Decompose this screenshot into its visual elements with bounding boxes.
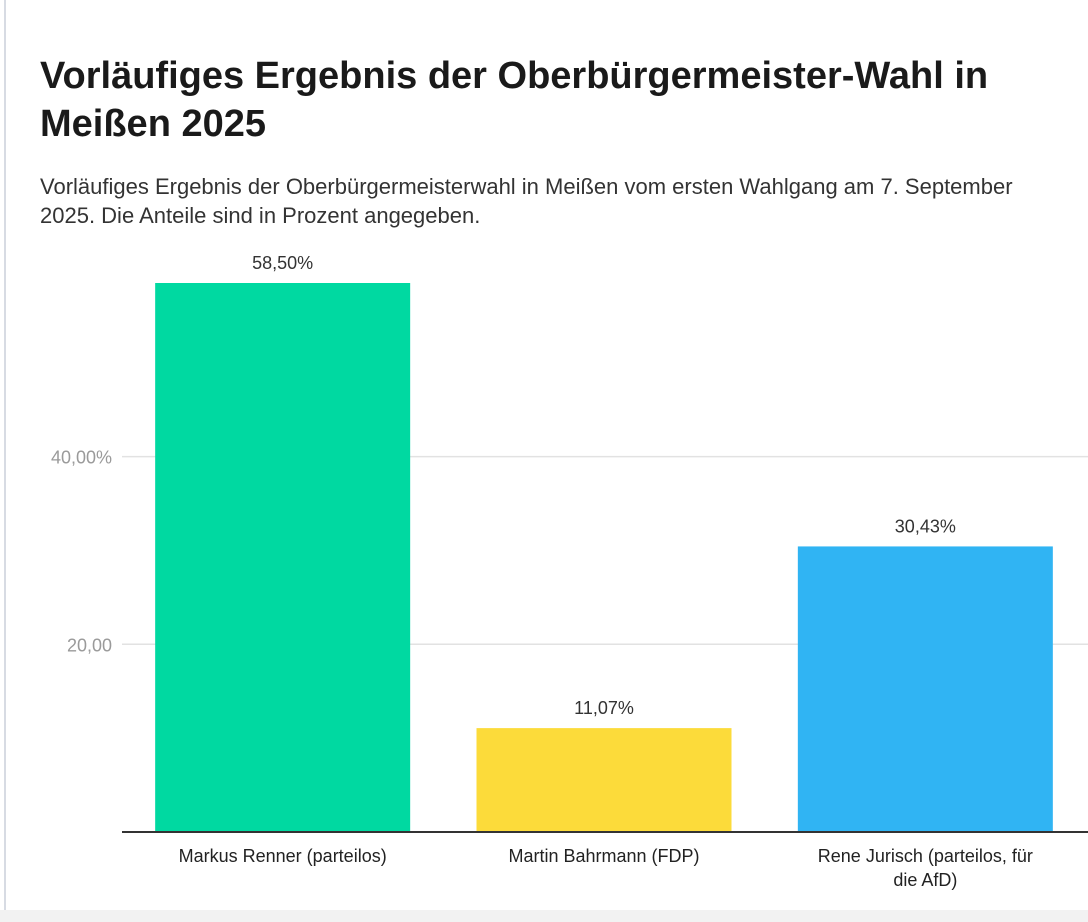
data-label: 58,50% — [252, 253, 313, 273]
data-label: 11,07% — [574, 698, 634, 718]
bar — [155, 283, 411, 832]
chart-subtitle: Vorläufiges Ergebnis der Oberbürgermeist… — [40, 174, 1013, 228]
bottom-strip — [0, 910, 1088, 922]
x-tick-label: Rene Jurisch (parteilos, für — [818, 846, 1033, 866]
x-tick-label: die AfD) — [893, 870, 957, 890]
chart-title: Vorläufiges Ergebnis der Oberbürgermeist… — [40, 55, 989, 145]
y-tick-label: 20,00 — [67, 635, 112, 655]
x-tick-label: Markus Renner (parteilos) — [179, 846, 387, 866]
bar — [476, 728, 732, 832]
data-label: 30,43% — [895, 516, 956, 536]
bar — [797, 546, 1053, 832]
y-tick-label: 40,00% — [51, 448, 112, 468]
x-tick-label: Martin Bahrmann (FDP) — [508, 846, 699, 866]
frame-border — [4, 0, 6, 922]
